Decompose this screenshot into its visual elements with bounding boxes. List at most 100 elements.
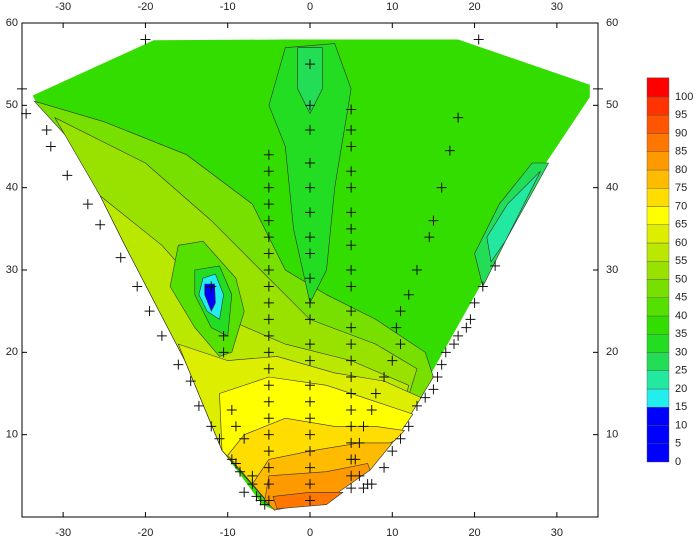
sample-point (206, 281, 217, 292)
y-tick-label-right: 40 (606, 182, 618, 194)
colorbar-band (646, 370, 670, 390)
sample-point (403, 289, 414, 300)
sample-point (490, 260, 501, 271)
colorbar-label: 30 (675, 346, 687, 358)
sample-point (387, 355, 398, 366)
sample-point (218, 347, 229, 358)
sample-point (358, 421, 369, 432)
sample-point (235, 466, 246, 477)
sample-point (411, 265, 422, 275)
sample-point (453, 112, 464, 123)
colorbar-band (646, 151, 670, 171)
y-tick-label-right: 60 (606, 17, 618, 29)
colorbar-label: 60 (675, 237, 687, 249)
sample-point (305, 495, 315, 506)
sample-point (305, 479, 315, 490)
colorbar-band (646, 188, 670, 207)
colorbar-band (646, 77, 670, 98)
sample-point (251, 491, 262, 502)
sample-point (395, 306, 406, 317)
sample-point (263, 413, 274, 424)
colorbar-label: 0 (675, 456, 681, 468)
sample-point (263, 479, 274, 490)
y-tick-label-right: 50 (606, 99, 618, 111)
sample-point (346, 483, 357, 494)
colorbar: 0 5 10 15 20 25 30 35 40 45 50 55 60 65 70 75 80 85 90 95 10… (646, 77, 693, 468)
sample-point (411, 400, 422, 411)
y-tick-label: 10 (6, 429, 18, 441)
sample-point (428, 384, 439, 395)
colorbar-band (646, 407, 670, 426)
sample-point (218, 330, 229, 341)
x-tick-label-top: 30 (551, 1, 563, 13)
sample-point (140, 34, 151, 45)
sample-point (403, 421, 414, 432)
colorbar-label: 40 (675, 310, 687, 322)
sample-point (379, 462, 390, 473)
sample-point (346, 281, 357, 292)
colorbar-label: 15 (675, 401, 687, 413)
sample-point (305, 314, 315, 325)
sample-point (156, 330, 167, 341)
colorbar-band (646, 261, 670, 280)
colorbar-band (646, 96, 670, 116)
sample-point (346, 182, 357, 193)
sample-point (346, 240, 357, 251)
sample-point (305, 396, 315, 407)
sample-point (358, 483, 369, 494)
sample-point (305, 273, 315, 284)
sample-point (263, 149, 274, 160)
x-tick-label: -30 (55, 527, 71, 539)
sample-point (420, 392, 431, 403)
colorbar-label: 20 (675, 383, 687, 395)
sample-point (346, 223, 357, 234)
sample-point (263, 363, 274, 374)
colorbar-band (646, 279, 670, 298)
sample-point (370, 388, 381, 399)
colorbar-band (646, 388, 670, 408)
sample-point (226, 404, 237, 415)
sample-point (366, 479, 377, 490)
colorbar-band (646, 297, 670, 317)
colorbar-band (646, 133, 670, 152)
colorbar-band (646, 169, 670, 189)
sample-point (346, 322, 357, 333)
sample-point (263, 232, 274, 243)
sample-point (379, 372, 390, 383)
y-tick-label: 20 (6, 346, 18, 358)
sample-point (346, 372, 357, 383)
sample-point (263, 396, 274, 407)
colorbar-label: 90 (675, 127, 687, 139)
sample-point (305, 157, 315, 168)
sample-point (263, 182, 274, 193)
colorbar-label: 65 (675, 219, 687, 231)
sample-point (453, 330, 464, 341)
colorbar-label: 10 (675, 419, 687, 431)
sample-point (41, 125, 52, 136)
x-tick-label: 10 (386, 527, 398, 539)
sample-point (473, 34, 484, 45)
x-tick-label-top: 10 (386, 1, 398, 13)
sample-point (239, 487, 250, 498)
sample-point (354, 437, 365, 448)
sample-point (263, 265, 274, 275)
sample-point (366, 404, 377, 415)
contour-region (268, 43, 352, 304)
sample-point (346, 306, 357, 317)
colorbar-label: 35 (675, 328, 687, 340)
sample-point (82, 199, 93, 210)
colorbar-label: 25 (675, 365, 687, 377)
colorbar-band (646, 425, 670, 444)
sample-point (449, 339, 459, 350)
sample-point (263, 330, 274, 341)
sample-point (305, 339, 315, 350)
sample-point (247, 470, 258, 481)
y-tick-label: 40 (6, 182, 18, 194)
sample-point (214, 433, 225, 444)
y-tick-label-right: 30 (606, 264, 618, 276)
x-tick-label: -20 (137, 527, 153, 539)
sample-point (173, 359, 184, 370)
sample-point (350, 454, 361, 465)
colorbar-label: 5 (675, 438, 681, 450)
contour-region (204, 283, 216, 312)
